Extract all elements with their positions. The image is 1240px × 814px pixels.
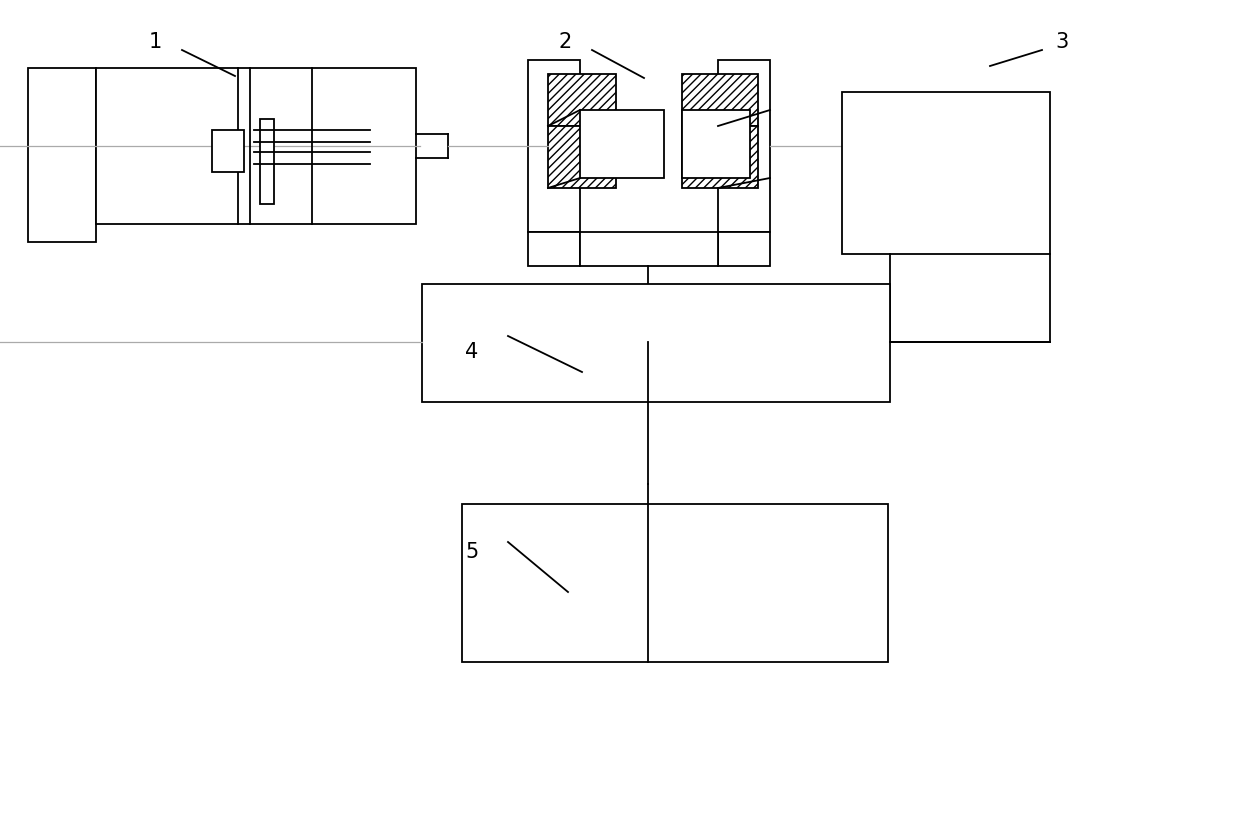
Bar [528, 60, 580, 232]
Bar [422, 284, 890, 402]
Bar [212, 130, 244, 172]
Bar [95, 68, 415, 224]
Bar [260, 119, 274, 204]
Text: 2: 2 [558, 32, 572, 52]
Bar [548, 126, 616, 188]
Bar [580, 232, 718, 266]
Bar [29, 68, 95, 242]
Bar [463, 504, 888, 662]
Bar [718, 60, 770, 232]
Bar [682, 126, 758, 188]
Bar [842, 92, 1050, 254]
Bar [580, 110, 663, 178]
Bar [682, 110, 750, 178]
Bar [682, 74, 758, 126]
Text: 5: 5 [465, 542, 479, 562]
Bar [528, 232, 580, 266]
Text: 1: 1 [149, 32, 161, 52]
Text: 3: 3 [1055, 32, 1069, 52]
Bar [548, 74, 616, 126]
Bar [718, 232, 770, 266]
Text: 4: 4 [465, 342, 479, 362]
